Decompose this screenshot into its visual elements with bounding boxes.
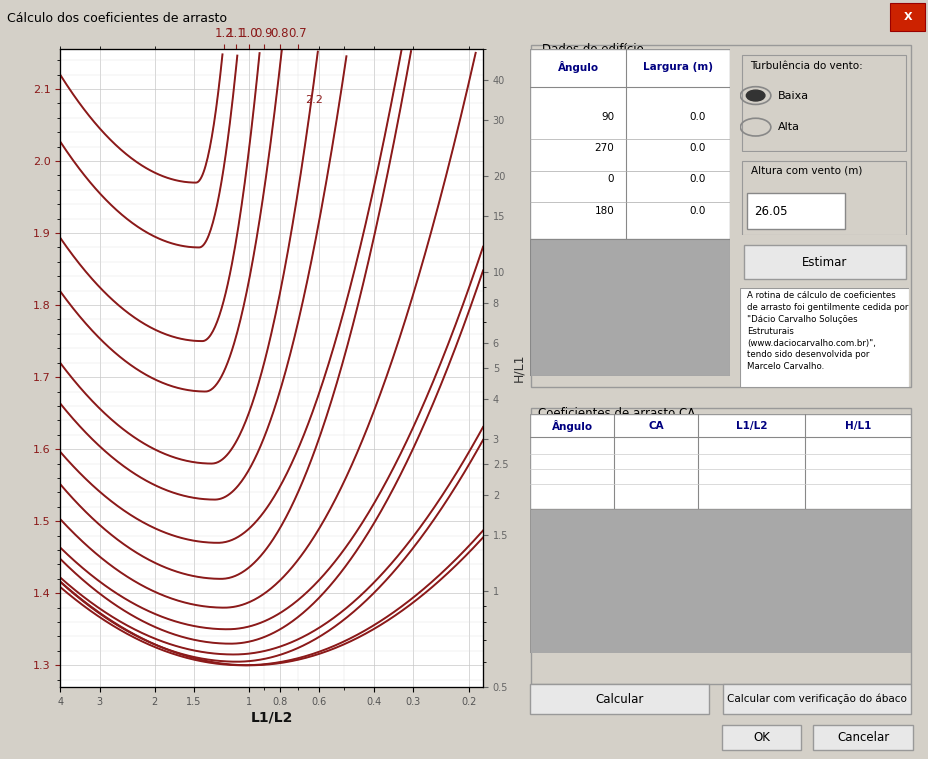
Text: Baixa: Baixa — [777, 90, 808, 100]
Text: Ângulo: Ângulo — [557, 61, 599, 74]
Text: Alta: Alta — [777, 122, 799, 132]
FancyBboxPatch shape — [889, 3, 924, 30]
Text: 0: 0 — [607, 175, 613, 184]
Text: OK: OK — [753, 731, 769, 745]
Text: 90: 90 — [600, 112, 613, 121]
Text: 26.05: 26.05 — [754, 204, 787, 218]
Text: Coeficientes de arrasto CA: Coeficientes de arrasto CA — [538, 407, 695, 420]
Text: Cancelar: Cancelar — [836, 731, 888, 745]
Text: CA: CA — [648, 420, 664, 430]
FancyBboxPatch shape — [530, 414, 910, 509]
Text: Turbulência do vento:: Turbulência do vento: — [750, 61, 862, 71]
Text: Dados do edifício: Dados do edifício — [542, 43, 643, 56]
Text: Altura com vento (m): Altura com vento (m) — [750, 165, 861, 175]
Text: Calcular: Calcular — [595, 692, 643, 706]
Text: Cálculo dos coeficientes de arrasto: Cálculo dos coeficientes de arrasto — [7, 12, 227, 25]
Text: 0.0: 0.0 — [690, 175, 705, 184]
FancyBboxPatch shape — [740, 288, 909, 387]
FancyBboxPatch shape — [741, 161, 905, 235]
FancyBboxPatch shape — [746, 193, 844, 229]
Text: H/L1: H/L1 — [844, 420, 870, 430]
Text: 2.2: 2.2 — [305, 95, 323, 105]
Text: X: X — [902, 11, 911, 22]
FancyBboxPatch shape — [743, 245, 905, 279]
Text: 0.0: 0.0 — [690, 143, 705, 153]
Text: Estimar: Estimar — [802, 256, 846, 269]
FancyBboxPatch shape — [530, 684, 708, 714]
FancyBboxPatch shape — [812, 725, 912, 751]
FancyBboxPatch shape — [530, 49, 729, 239]
Text: Calcular com verificação do ábaco: Calcular com verificação do ábaco — [727, 694, 906, 704]
Circle shape — [745, 90, 764, 101]
FancyBboxPatch shape — [722, 725, 800, 751]
FancyBboxPatch shape — [741, 55, 905, 151]
FancyBboxPatch shape — [530, 408, 910, 684]
Text: Largura (m): Largura (m) — [642, 62, 713, 72]
X-axis label: L1/L2: L1/L2 — [251, 710, 292, 725]
Text: 0.0: 0.0 — [690, 112, 705, 121]
Text: 0.0: 0.0 — [690, 206, 705, 216]
FancyBboxPatch shape — [530, 239, 729, 376]
Text: 270: 270 — [594, 143, 613, 153]
Text: L1/L2: L1/L2 — [735, 420, 767, 430]
FancyBboxPatch shape — [530, 45, 910, 387]
Text: 180: 180 — [594, 206, 613, 216]
FancyBboxPatch shape — [722, 684, 910, 714]
Y-axis label: H/L1: H/L1 — [512, 354, 525, 383]
FancyBboxPatch shape — [530, 509, 910, 653]
Text: A rotina de cálculo de coeficientes
de arrasto foi gentilmente cedida por
"Dácio: A rotina de cálculo de coeficientes de a… — [746, 291, 908, 371]
Text: Ângulo: Ângulo — [551, 420, 592, 432]
